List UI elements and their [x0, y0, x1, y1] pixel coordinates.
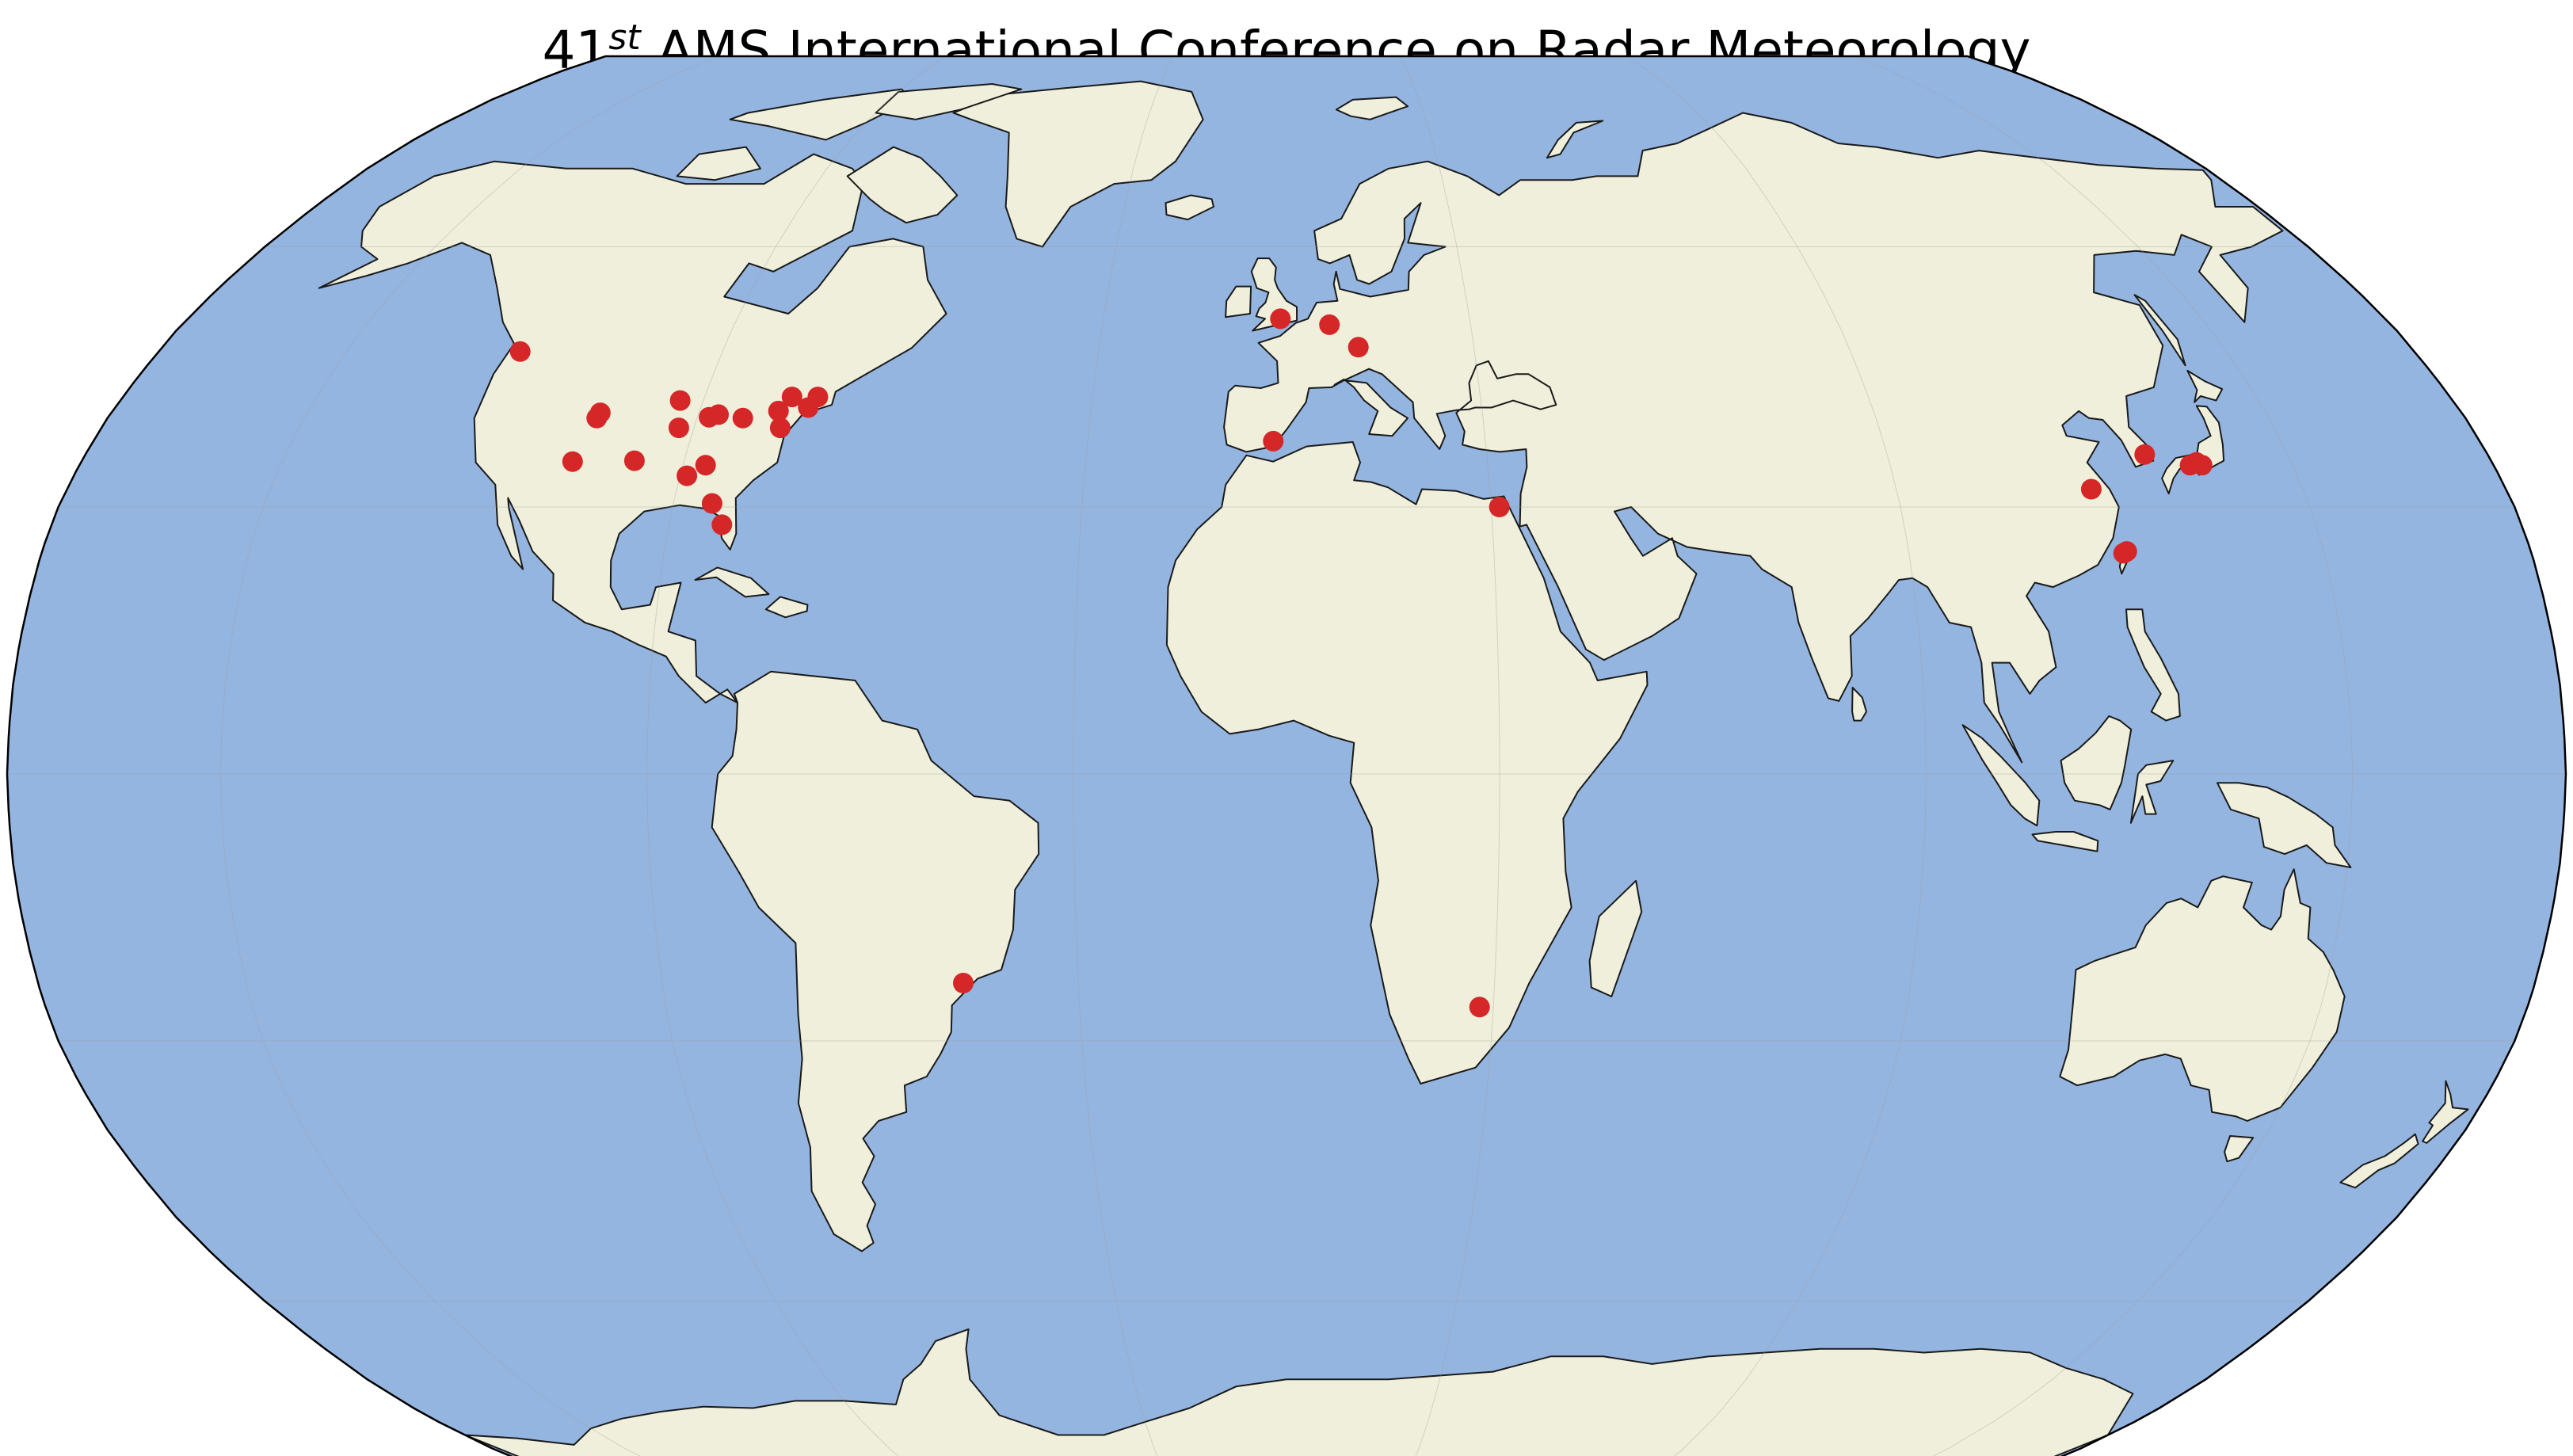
land-iceland	[1165, 194, 1214, 221]
land-borneo	[2060, 715, 2133, 810]
institution-marker	[562, 451, 583, 472]
institution-marker	[1270, 308, 1291, 330]
land-sri-lanka	[1851, 687, 1867, 722]
land-sulawesi	[2129, 760, 2175, 824]
land-eurasia	[1223, 112, 2284, 764]
land-victoria-island	[676, 146, 761, 181]
land-masses	[318, 80, 2469, 1456]
institution-marker	[781, 387, 802, 408]
institution-marker	[668, 417, 689, 439]
land-hokkaido	[2186, 369, 2224, 403]
institution-marker	[798, 397, 819, 418]
graticule-lines	[7, 56, 2566, 1456]
institution-marker	[708, 404, 729, 425]
meridian-line	[1073, 56, 1174, 1456]
meridian-line	[219, 56, 719, 1456]
institution-markers	[509, 308, 2213, 1018]
land-greenland	[952, 80, 1204, 248]
land-new-zealand-north	[2422, 1080, 2469, 1144]
land-madagascar	[1588, 879, 1643, 997]
land-svalbard	[1335, 96, 1408, 120]
institution-marker	[953, 973, 974, 993]
land-new-zealand-south	[2339, 1133, 2419, 1189]
institution-marker	[1319, 314, 1340, 335]
land-tasmania	[2224, 1135, 2255, 1163]
institution-marker	[768, 400, 789, 421]
institution-marker	[2116, 541, 2137, 562]
institution-marker	[1347, 337, 1369, 358]
land-australia	[2059, 868, 2346, 1122]
land-sumatra	[1961, 724, 2041, 827]
institution-marker	[677, 465, 698, 486]
land-antarctica	[464, 1328, 2134, 1456]
title-ordinal-suffix: st	[608, 17, 641, 58]
land-ireland	[1225, 285, 1252, 318]
meridian-line	[1399, 56, 1500, 1456]
meridian-line	[1854, 56, 2354, 1456]
institution-marker	[701, 493, 722, 514]
land-hispaniola	[764, 596, 809, 619]
institution-marker	[711, 514, 733, 536]
land-north-america	[318, 153, 947, 704]
land-sakhalin	[2133, 294, 2186, 367]
institution-marker	[769, 417, 791, 439]
land-java	[2031, 831, 2099, 852]
institution-marker	[1263, 430, 1284, 452]
institution-marker	[586, 407, 608, 429]
institution-marker	[623, 450, 645, 471]
map-boundary	[6, 55, 2567, 1456]
institution-marker	[695, 455, 716, 476]
land-baffin	[846, 146, 959, 224]
land-africa	[1165, 441, 1649, 1084]
land-south-america	[711, 670, 1040, 1252]
land-novaya-zemlya	[1546, 120, 1604, 159]
land-ellesmere	[875, 83, 1023, 120]
meridian-line	[646, 56, 947, 1456]
institution-marker	[509, 341, 531, 362]
institution-marker	[1469, 997, 1490, 1018]
institution-marker	[1489, 497, 1510, 517]
institution-marker	[2191, 455, 2213, 476]
institution-marker	[2134, 444, 2156, 465]
institution-marker	[2080, 478, 2102, 500]
land-philippines	[2125, 608, 2181, 722]
institution-marker	[732, 407, 753, 429]
institution-marker	[669, 390, 691, 411]
land-new-guinea	[2217, 782, 2352, 868]
meridian-line	[1626, 56, 1927, 1456]
land-cuba	[694, 566, 770, 598]
